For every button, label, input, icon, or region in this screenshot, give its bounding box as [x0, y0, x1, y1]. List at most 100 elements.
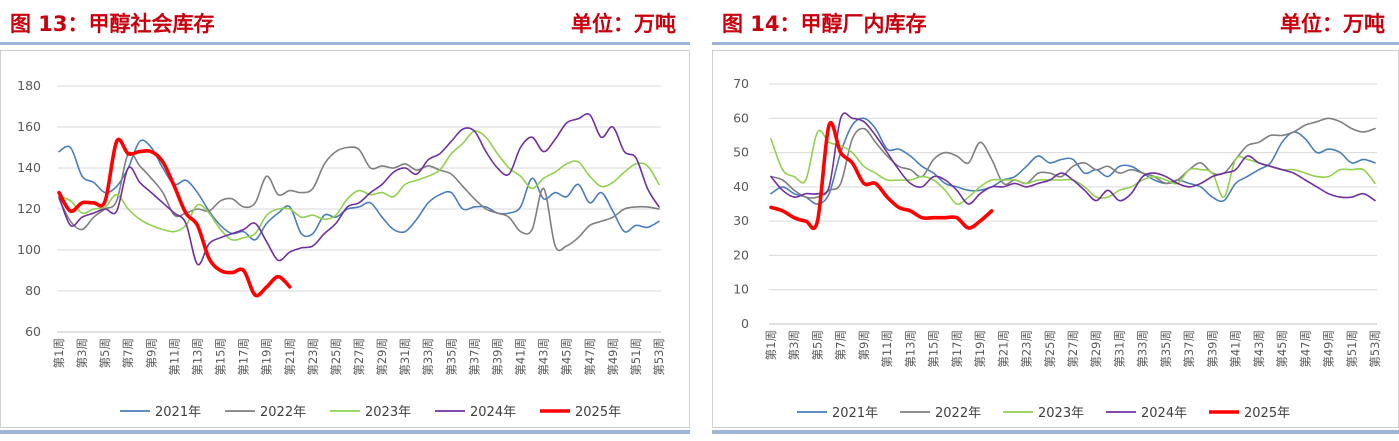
right-legend-label: 2024年: [1141, 406, 1187, 421]
left-x-tick-label: 第1周: [52, 338, 66, 368]
right-x-tick-label: 第7周: [834, 330, 848, 360]
right-header: 图 14：甲醇厂内库存 单位：万吨: [712, 0, 1399, 45]
right-legend-label: 2021年: [832, 406, 878, 421]
left-y-tick-label: 60: [25, 324, 41, 339]
left-footer-rule: [0, 430, 690, 434]
right-x-tick-label: 第17周: [950, 330, 964, 368]
right-x-tick-label: 第41周: [1229, 330, 1243, 368]
right-footer-rule: [712, 430, 1399, 434]
right-y-tick-label: 60: [733, 110, 749, 125]
left-chart-title: 图 13：甲醇社会库存: [10, 12, 215, 36]
left-y-tick-label: 140: [17, 160, 41, 175]
left-x-tick-label: 第37周: [467, 338, 481, 376]
right-x-tick-label: 第37周: [1182, 330, 1196, 368]
right-x-tick-label: 第47周: [1298, 330, 1312, 368]
left-series-line-2023: [58, 130, 660, 241]
right-series-line-2023: [770, 129, 1376, 205]
right-x-tick-label: 第33周: [1136, 330, 1150, 368]
left-x-tick-label: 第9周: [144, 338, 158, 368]
left-legend-label: 2023年: [365, 405, 411, 420]
left-x-tick-label: 第35周: [444, 338, 458, 376]
right-y-tick-label: 30: [733, 213, 749, 228]
right-y-tick-label: 0: [741, 316, 749, 331]
right-x-tick-label: 第13周: [903, 330, 917, 368]
left-x-tick-label: 第17周: [237, 338, 251, 376]
left-header: 图 13：甲醇社会库存 单位：万吨: [0, 0, 690, 45]
right-x-tick-label: 第43周: [1252, 330, 1266, 368]
left-unit-label: 单位：万吨: [571, 12, 676, 36]
right-y-tick-label: 40: [733, 179, 749, 194]
right-legend-label: 2023年: [1038, 406, 1084, 421]
left-y-tick-label: 100: [17, 242, 41, 257]
left-x-tick-label: 第31周: [398, 338, 412, 376]
right-x-tick-label: 第9周: [857, 330, 871, 360]
left-x-tick-label: 第27周: [352, 338, 366, 376]
right-x-tick-label: 第21周: [996, 330, 1010, 368]
left-x-tick-label: 第7周: [121, 338, 135, 368]
left-legend-label: 2024年: [470, 405, 516, 420]
left-x-tick-label: 第21周: [283, 338, 297, 376]
left-y-tick-label: 180: [17, 78, 41, 93]
left-legend-label: 2022年: [260, 405, 306, 420]
left-chart-frame: [0, 50, 690, 428]
left-x-tick-label: 第43周: [537, 338, 551, 376]
left-x-tick-label: 第19周: [260, 338, 274, 376]
left-series-line-2022: [58, 146, 660, 252]
left-x-tick-label: 第41周: [514, 338, 528, 376]
left-x-tick-label: 第29周: [375, 338, 389, 376]
left-x-tick-label: 第47周: [583, 338, 597, 376]
right-x-tick-label: 第15周: [927, 330, 941, 368]
left-series-line-2024: [58, 113, 660, 266]
left-x-tick-label: 第53周: [652, 338, 666, 376]
left-x-tick-label: 第25周: [329, 338, 343, 376]
right-unit-label: 单位：万吨: [1280, 12, 1385, 36]
left-legend-label: 2025年: [575, 405, 621, 420]
left-x-tick-label: 第23周: [306, 338, 320, 376]
right-series-line-2021: [770, 117, 1376, 205]
right-x-tick-label: 第27周: [1066, 330, 1080, 368]
left-x-tick-label: 第3周: [75, 338, 89, 368]
left-panel: 图 13：甲醇社会库存 单位：万吨 60 80 100 120 140 160 180 第1周…: [0, 0, 690, 441]
right-x-tick-label: 第53周: [1368, 330, 1382, 368]
left-x-tick-label: 第49周: [606, 338, 620, 376]
left-x-tick-label: 第15周: [214, 338, 228, 376]
right-x-tick-label: 第49周: [1322, 330, 1336, 368]
right-x-tick-label: 第31周: [1113, 330, 1127, 368]
left-x-tick-label: 第5周: [98, 338, 112, 368]
left-x-tick-label: 第45周: [560, 338, 574, 376]
right-series-line-2024: [770, 112, 1376, 205]
right-x-tick-label: 第1周: [764, 330, 778, 360]
right-x-tick-label: 第11周: [880, 330, 894, 368]
right-x-tick-label: 第51周: [1345, 330, 1359, 368]
left-y-tick-label: 120: [17, 201, 41, 216]
right-x-tick-label: 第23周: [1020, 330, 1034, 368]
left-x-tick-label: 第13周: [191, 338, 205, 376]
right-x-tick-label: 第45周: [1275, 330, 1289, 368]
right-x-tick-label: 第39周: [1205, 330, 1219, 368]
right-header-rule: [712, 42, 1399, 45]
right-y-tick-label: 50: [733, 145, 749, 160]
right-x-tick-label: 第29周: [1089, 330, 1103, 368]
right-series-line-2025: [769, 120, 994, 231]
right-y-tick-label: 20: [733, 247, 749, 262]
left-legend-label: 2021年: [155, 405, 201, 420]
right-y-tick-label: 10: [733, 282, 749, 297]
right-x-tick-label: 第5周: [811, 330, 825, 360]
left-y-tick-label: 80: [25, 283, 41, 298]
left-series-line-2021: [58, 139, 660, 241]
right-chart-title: 图 14：甲醇厂内库存: [722, 12, 927, 36]
right-series-line-2022: [770, 117, 1376, 199]
left-x-tick-label: 第39周: [491, 338, 505, 376]
right-panel: 图 14：甲醇厂内库存 单位：万吨 0 10 20 30 40 50 60 70 第1周 第3周第…: [712, 0, 1399, 441]
left-series-line-2025: [57, 137, 292, 298]
right-legend-label: 2025年: [1244, 406, 1290, 421]
right-x-tick-label: 第35周: [1159, 330, 1173, 368]
left-header-rule: [0, 42, 690, 45]
left-y-tick-label: 160: [17, 119, 41, 134]
left-x-tick-label: 第33周: [421, 338, 435, 376]
right-x-tick-label: 第19周: [973, 330, 987, 368]
left-x-tick-label: 第11周: [167, 338, 181, 376]
right-y-tick-label: 70: [733, 76, 749, 91]
